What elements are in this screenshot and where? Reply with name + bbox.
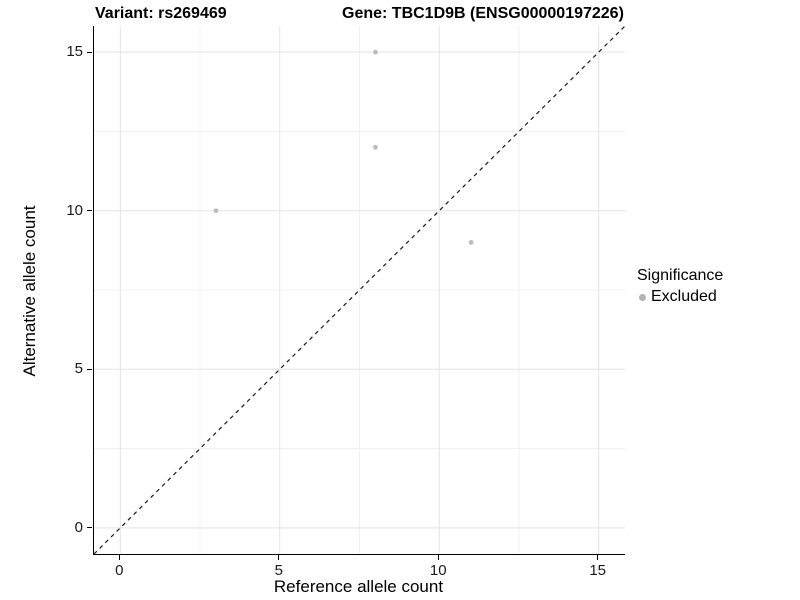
legend: Significance Excluded (637, 267, 723, 306)
plot-panel (93, 25, 626, 555)
y-tick-label: 0 (74, 518, 83, 536)
y-axis-title: Alternative allele count (20, 205, 39, 377)
y-tick-label: 15 (66, 43, 83, 61)
y-tick-label: 10 (66, 201, 83, 219)
y-tick-mark (87, 51, 92, 53)
x-tick-label: 10 (429, 562, 447, 579)
x-axis-title: Reference allele count (273, 577, 444, 596)
y-tick-mark (87, 210, 92, 212)
x-tick-label: 0 (115, 562, 124, 579)
data-point (213, 208, 219, 214)
legend-item-label: Excluded (651, 288, 717, 305)
x-tick-label: 5 (274, 562, 283, 579)
plot-canvas (93, 25, 626, 555)
legend-point-icon (639, 293, 646, 301)
x-tick-mark (278, 555, 280, 560)
y-tick-mark (87, 368, 92, 370)
x-tick-mark (437, 555, 439, 560)
data-point (373, 49, 378, 55)
x-tick-mark (118, 555, 120, 560)
x-tick-label: 15 (589, 562, 607, 579)
variant-title: Variant: rs269469 (95, 5, 227, 22)
data-point (373, 144, 378, 150)
legend-item-excluded: Excluded (637, 288, 723, 306)
y-tick-mark (87, 527, 92, 529)
gene-title: Gene: TBC1D9B (ENSG00000197226) (342, 5, 624, 22)
legend-title: Significance (637, 267, 724, 284)
x-tick-mark (597, 555, 599, 560)
data-point (468, 240, 474, 245)
y-tick-label: 5 (74, 360, 83, 378)
identity-line (93, 25, 626, 555)
